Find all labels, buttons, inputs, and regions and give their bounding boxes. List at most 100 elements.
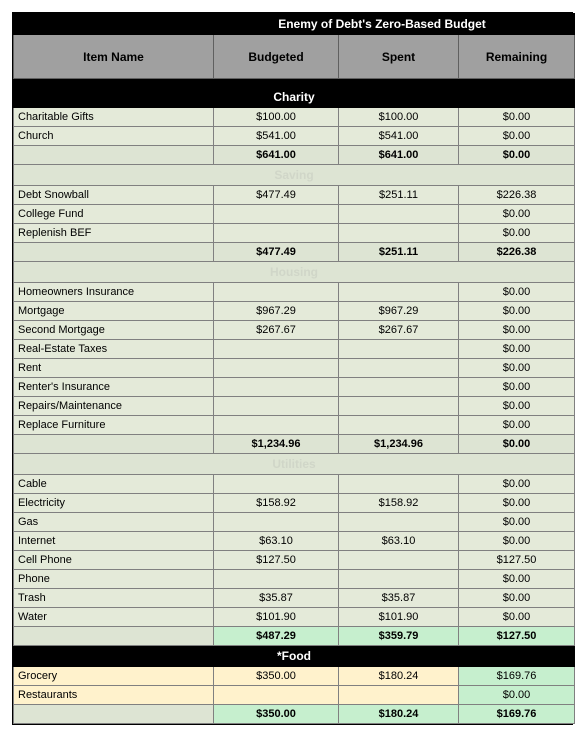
header-budgeted: Budgeted [214, 35, 339, 79]
item-name: Church [14, 127, 214, 146]
table-row: Replenish BEF$0.00 [14, 224, 575, 243]
item-name: College Fund [14, 205, 214, 224]
budgeted-value [214, 397, 339, 416]
budgeted-value: $350.00 [214, 667, 339, 686]
table-row: Renter's Insurance $0.00 [14, 378, 575, 397]
spent-value [339, 570, 459, 589]
item-name: Grocery [14, 667, 214, 686]
subtotal-budgeted: $350.00 [214, 705, 339, 724]
table-row: Homeowners Insurance$0.00 [14, 283, 575, 302]
subtotal-budgeted: $477.49 [214, 243, 339, 262]
remaining-value: $0.00 [459, 686, 575, 705]
spent-value: $267.67 [339, 321, 459, 340]
item-name: Restaurants [14, 686, 214, 705]
spent-value: $180.24 [339, 667, 459, 686]
budgeted-value [214, 513, 339, 532]
item-name: Replace Furniture [14, 416, 214, 435]
section-name: Saving [14, 165, 575, 186]
section-name: Charity [14, 87, 575, 108]
spent-value [339, 686, 459, 705]
subtotal-remaining: $169.76 [459, 705, 575, 724]
item-name: Charitable Gifts [14, 108, 214, 127]
budgeted-value: $541.00 [214, 127, 339, 146]
budgeted-value [214, 475, 339, 494]
subtotal-label [14, 705, 214, 724]
table-row: Restaurants $0.00 [14, 686, 575, 705]
table-row: Debt Snowball$477.49$251.11$226.38 [14, 186, 575, 205]
remaining-value: $0.00 [459, 224, 575, 243]
budgeted-value [214, 224, 339, 243]
table-row: Mortgage$967.29$967.29$0.00 [14, 302, 575, 321]
spent-value [339, 551, 459, 570]
subtotal-label [14, 146, 214, 165]
remaining-value: $0.00 [459, 397, 575, 416]
remaining-value: $0.00 [459, 359, 575, 378]
budgeted-value: $967.29 [214, 302, 339, 321]
subtotal-row: $1,234.96$1,234.96$0.00 [14, 435, 575, 454]
spent-value: $35.87 [339, 589, 459, 608]
budgeted-value: $477.49 [214, 186, 339, 205]
item-name: Electricity [14, 494, 214, 513]
table-row: Replace Furniture$0.00 [14, 416, 575, 435]
spent-value: $100.00 [339, 108, 459, 127]
item-name: Repairs/Maintenance [14, 397, 214, 416]
section-header: Charity [14, 87, 575, 108]
spent-value: $63.10 [339, 532, 459, 551]
header-remaining: Remaining [459, 35, 575, 79]
spent-value [339, 475, 459, 494]
remaining-value: $0.00 [459, 283, 575, 302]
remaining-value: $0.00 [459, 205, 575, 224]
section-name: Housing [14, 262, 575, 283]
table-row: Cable$0.00 [14, 475, 575, 494]
column-headers: Item NameBudgetedSpentRemaining [14, 35, 575, 79]
subtotal-remaining: $0.00 [459, 146, 575, 165]
item-name: Second Mortgage [14, 321, 214, 340]
table-row: Trash$35.87$35.87$0.00 [14, 589, 575, 608]
spent-value [339, 416, 459, 435]
item-name: Phone [14, 570, 214, 589]
table-row: Repairs/Maintenance $0.00 [14, 397, 575, 416]
remaining-value: $0.00 [459, 378, 575, 397]
remaining-value: $226.38 [459, 186, 575, 205]
budgeted-value [214, 340, 339, 359]
item-name: Renter's Insurance [14, 378, 214, 397]
section-header: Utilities [14, 454, 575, 475]
remaining-value: $0.00 [459, 494, 575, 513]
remaining-value: $0.00 [459, 570, 575, 589]
table-row: Cell Phone$127.50$127.50 [14, 551, 575, 570]
table-row: Electricity$158.92$158.92$0.00 [14, 494, 575, 513]
item-name: Water [14, 608, 214, 627]
header-spent: Spent [339, 35, 459, 79]
item-name: Rent [14, 359, 214, 378]
spacer-cell [14, 79, 575, 87]
subtotal-budgeted: $1,234.96 [214, 435, 339, 454]
sheet-title: Enemy of Debt's Zero-Based Budget [14, 14, 575, 35]
remaining-value: $0.00 [459, 475, 575, 494]
item-name: Debt Snowball [14, 186, 214, 205]
budgeted-value: $63.10 [214, 532, 339, 551]
subtotal-row: $487.29$359.79$127.50 [14, 627, 575, 646]
item-name: Mortgage [14, 302, 214, 321]
table-row: Second Mortgage$267.67$267.67$0.00 [14, 321, 575, 340]
header-item: Item Name [14, 35, 214, 79]
section-header: Saving [14, 165, 575, 186]
subtotal-remaining: $226.38 [459, 243, 575, 262]
subtotal-spent: $641.00 [339, 146, 459, 165]
spent-value: $158.92 [339, 494, 459, 513]
title-row: Enemy of Debt's Zero-Based Budget [14, 14, 575, 35]
subtotal-row: $641.00$641.00$0.00 [14, 146, 575, 165]
budgeted-value [214, 205, 339, 224]
item-name: Real-Estate Taxes [14, 340, 214, 359]
subtotal-budgeted: $641.00 [214, 146, 339, 165]
subtotal-spent: $251.11 [339, 243, 459, 262]
budgeted-value [214, 686, 339, 705]
table-row: Water$101.90$101.90$0.00 [14, 608, 575, 627]
remaining-value: $0.00 [459, 340, 575, 359]
table-row: College Fund $0.00 [14, 205, 575, 224]
budgeted-value: $35.87 [214, 589, 339, 608]
spent-value: $101.90 [339, 608, 459, 627]
table-row: Internet$63.10$63.10$0.00 [14, 532, 575, 551]
remaining-value: $0.00 [459, 108, 575, 127]
remaining-value: $0.00 [459, 608, 575, 627]
table-row: Real-Estate Taxes $0.00 [14, 340, 575, 359]
